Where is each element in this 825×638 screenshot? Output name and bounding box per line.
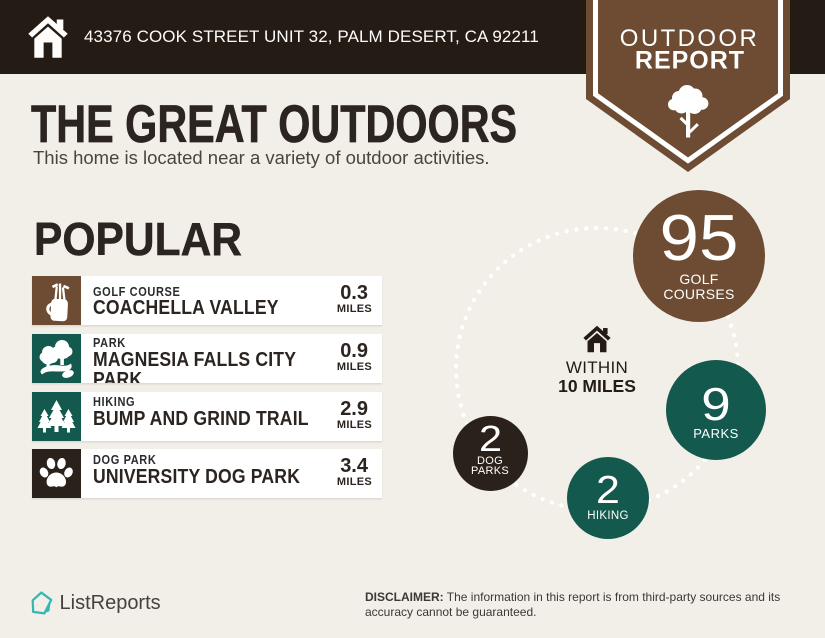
svg-text:OUTDOOR: OUTDOOR: [620, 25, 759, 52]
svg-text:REPORT: REPORT: [635, 47, 745, 75]
